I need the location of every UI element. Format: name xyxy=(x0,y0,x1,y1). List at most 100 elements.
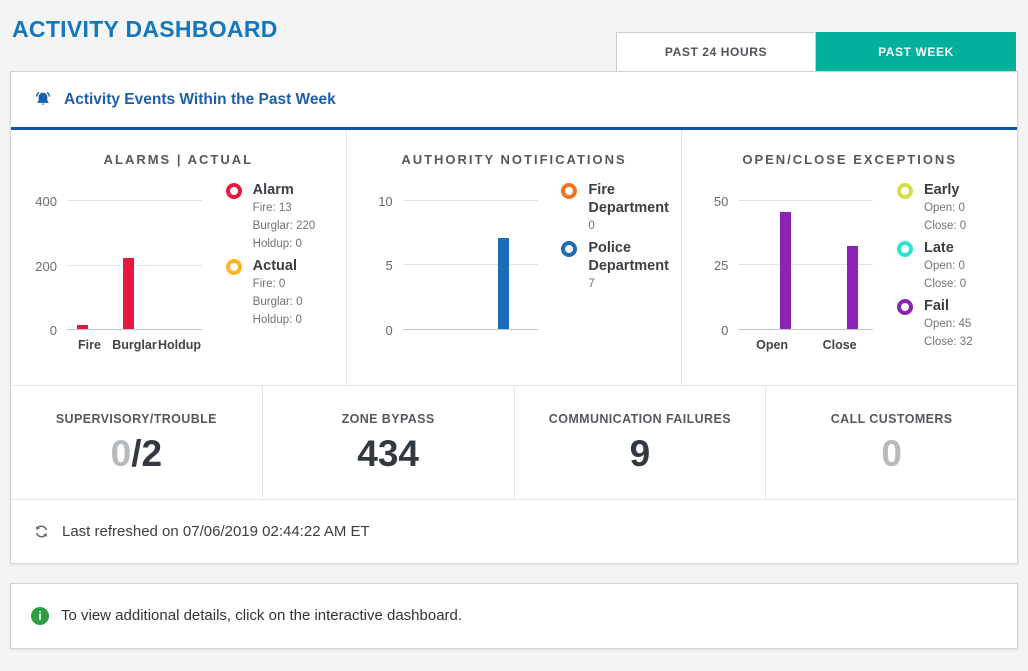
chart-title: ALARMS | ACTUAL xyxy=(103,152,254,167)
legend-detail: Burglar: 0 xyxy=(252,296,303,308)
refresh-icon[interactable] xyxy=(33,523,50,540)
charts-row: ALARMS | ACTUAL 0 200 400 Fire Burglar Holdup… xyxy=(11,130,1017,385)
legend-detail: Open: 0 xyxy=(924,202,965,214)
stat-value-dark: 434 xyxy=(357,433,419,474)
tab-past-week[interactable]: PAST WEEK xyxy=(816,32,1016,71)
legend-detail: 0 xyxy=(588,220,595,232)
legend-name: Fail xyxy=(924,298,949,314)
stat-call-customers[interactable]: CALL CUSTOMERS 0 xyxy=(765,386,1017,499)
chart-title: OPEN/CLOSE EXCEPTIONS xyxy=(742,152,957,167)
stat-supervisory-trouble[interactable]: SUPERVISORY/TROUBLE 0/2 xyxy=(11,386,262,499)
x-category-label: Close xyxy=(822,338,857,352)
chart-body: 0 5 10 Fire Department 0 Police Department 7 xyxy=(355,167,674,338)
legend-ring-icon xyxy=(897,183,914,199)
stats-row: SUPERVISORY/TROUBLE 0/2 ZONE BYPASS 434 … xyxy=(11,385,1017,499)
bar-notifications-police-department[interactable] xyxy=(498,238,510,329)
stat-value-muted: 0 xyxy=(881,433,902,474)
legend-detail: Fire: 13 xyxy=(252,202,292,214)
legend-name: Early xyxy=(924,182,960,198)
last-refreshed-text: Last refreshed on 07/06/2019 02:44:22 AM… xyxy=(62,522,370,540)
stat-value: 434 xyxy=(263,433,514,475)
stat-value-muted: 0 xyxy=(110,433,132,474)
y-tick-label: 200 xyxy=(35,258,57,274)
legend-ring-icon xyxy=(561,241,578,257)
stat-label: ZONE BYPASS xyxy=(341,412,435,426)
legend-detail: Holdup: 0 xyxy=(252,314,302,326)
chart-body: 0 200 400 Fire Burglar Holdup Alarm Fire: 13 Bu… xyxy=(19,167,338,352)
legend-detail: Open: 0 xyxy=(924,260,965,272)
chart-legend: Alarm Fire: 13 Burglar: 220 Holdup: 0 Actual… xyxy=(225,167,338,333)
stat-label: CALL CUSTOMERS xyxy=(830,412,953,426)
legend-item: Actual Fire: 0 Burglar: 0 Holdup: 0 xyxy=(225,257,338,329)
legend-item: Alarm Fire: 13 Burglar: 220 Holdup: 0 xyxy=(225,181,338,253)
stat-label: COMMUNICATION FAILURES xyxy=(548,412,731,426)
gridline-y-0 xyxy=(738,329,874,330)
legend-text: Police Department 7 xyxy=(588,239,673,293)
y-tick-label: 5 xyxy=(385,258,393,274)
stat-value: 0 xyxy=(766,433,1017,475)
spacer xyxy=(0,564,1028,583)
legend-text: Late Open: 0 Close: 0 xyxy=(924,239,966,293)
refresh-row: Last refreshed on 07/06/2019 02:44:22 AM… xyxy=(11,498,1017,563)
gridline-y-25 xyxy=(738,264,874,266)
bar-alarm-burglar[interactable] xyxy=(122,258,134,329)
legend-item: Police Department 7 xyxy=(561,239,673,293)
y-tick-label: 400 xyxy=(35,194,57,210)
chart-authority-notifications[interactable]: AUTHORITY NOTIFICATIONS 0 5 10 Fire Depart… xyxy=(345,130,682,385)
bar-fail-close[interactable] xyxy=(847,246,859,329)
legend-item: Fire Department 0 xyxy=(561,181,673,235)
section-header-title: Activity Events Within the Past Week xyxy=(64,90,336,108)
legend-text: Actual Fire: 0 Burglar: 0 Holdup: 0 xyxy=(253,257,303,329)
stat-label: SUPERVISORY/TROUBLE xyxy=(55,412,217,426)
x-category-label: Fire xyxy=(78,338,101,352)
legend-item: Early Open: 0 Close: 0 xyxy=(897,181,1009,235)
x-category-label: Holdup xyxy=(157,338,202,352)
legend-detail: Open: 45 xyxy=(924,318,972,330)
y-tick-label: 0 xyxy=(721,323,729,338)
chart-open-close-exceptions[interactable]: OPEN/CLOSE EXCEPTIONS 0 25 50 Open Close Ear… xyxy=(681,130,1017,385)
chart-alarms-actual[interactable]: ALARMS | ACTUAL 0 200 400 Fire Burglar Holdup… xyxy=(11,130,346,385)
bar-fail-open[interactable] xyxy=(779,212,791,329)
info-text: To view additional details, click on the… xyxy=(61,607,463,625)
stat-value-dark: 9 xyxy=(629,433,651,474)
plot-area: 0 200 400 Fire Burglar Holdup xyxy=(35,185,202,352)
info-icon: i xyxy=(31,606,49,625)
stat-communication-failures[interactable]: COMMUNICATION FAILURES 9 xyxy=(513,386,766,499)
chart-title: AUTHORITY NOTIFICATIONS xyxy=(401,152,627,167)
stat-value-dark: /2 xyxy=(131,433,163,474)
legend-detail: Fire: 0 xyxy=(252,278,286,290)
legend-ring-icon xyxy=(897,299,914,315)
legend-ring-icon xyxy=(897,241,914,257)
tab-past-24-hours[interactable]: PAST 24 HOURS xyxy=(616,32,816,71)
plot-area: 0 25 50 Open Close xyxy=(714,185,874,352)
page-title: ACTIVITY DASHBOARD xyxy=(12,16,278,42)
gridline-y-0 xyxy=(67,329,202,330)
legend-name: Fire Department xyxy=(588,182,669,216)
legend-text: Alarm Fire: 13 Burglar: 220 Holdup: 0 xyxy=(253,181,316,253)
legend-detail: Holdup: 0 xyxy=(252,238,302,250)
legend-name: Actual xyxy=(252,258,297,274)
legend-detail: Close: 32 xyxy=(924,336,973,348)
chart-legend: Early Open: 0 Close: 0 Late Open: 0 Close: 0 F… xyxy=(897,167,1009,355)
legend-ring-icon xyxy=(225,183,242,199)
gridline-y-50 xyxy=(738,199,874,201)
legend-name: Late xyxy=(924,240,954,256)
gridline-y-200 xyxy=(67,264,202,266)
legend-item: Fail Open: 45 Close: 32 xyxy=(897,297,1009,351)
x-category-label: Burglar xyxy=(112,338,157,352)
stat-zone-bypass[interactable]: ZONE BYPASS 434 xyxy=(261,386,514,499)
y-tick-label: 10 xyxy=(378,193,393,209)
stat-value: 9 xyxy=(515,433,766,475)
stat-value: 0/2 xyxy=(11,433,262,475)
info-panel: i To view additional details, click on t… xyxy=(10,582,1018,649)
plot-area: 0 5 10 xyxy=(378,185,538,338)
y-tick-label: 0 xyxy=(49,323,57,338)
y-tick-label: 50 xyxy=(713,193,729,209)
gridline-y-400 xyxy=(67,200,202,202)
bar-alarm-fire[interactable] xyxy=(77,324,89,329)
y-tick-label: 25 xyxy=(713,258,729,274)
chart-legend: Fire Department 0 Police Department 7 xyxy=(561,167,673,330)
y-tick-label: 0 xyxy=(385,323,393,338)
section-header: Activity Events Within the Past Week xyxy=(11,72,1017,130)
legend-text: Early Open: 0 Close: 0 xyxy=(924,181,966,235)
